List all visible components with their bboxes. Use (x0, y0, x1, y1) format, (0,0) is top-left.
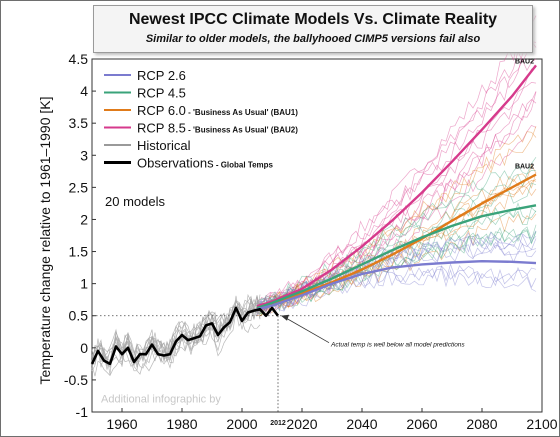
legend-label: RCP 8.5 - 'Business As Usual' (BAU2) (137, 121, 298, 136)
model-run-line (256, 40, 537, 311)
annotation-arrowhead (281, 314, 289, 321)
model-count-label: 20 models (105, 194, 165, 209)
title-box: Newest IPCC Climate Models Vs. Climate R… (93, 5, 533, 53)
historical-run-line (91, 294, 261, 367)
model-run-line (256, 67, 537, 311)
y-tick-label: 2 (80, 211, 88, 227)
series-layer (90, 64, 537, 366)
y-tick-label: 3 (80, 147, 88, 163)
model-run-line (256, 125, 537, 312)
y-tick-label: -0.5 (64, 372, 88, 388)
legend-label: RCP 4.5 (137, 86, 186, 101)
y-tick-label: 3.5 (69, 115, 89, 131)
legend-label: Historical (137, 138, 191, 153)
annotation-arrow (281, 315, 330, 344)
model-run-line (256, 178, 537, 309)
y-tick-label: -1 (76, 404, 89, 420)
series-line-observations (90, 306, 280, 366)
legend-label: RCP 6.0 - 'Business As Usual' (BAU1) (137, 103, 298, 118)
y-tick-label: 0 (80, 340, 88, 356)
y-tick-label: 0.5 (69, 308, 89, 324)
series-line-rcp-6-0 (256, 173, 537, 310)
annotation-2012-label: 2012 (270, 420, 286, 427)
model-run-line (256, 164, 537, 316)
watermark-text: Additional infographic by (101, 393, 221, 405)
x-tick-label: 2040 (346, 416, 377, 432)
model-run-line (256, 41, 537, 306)
series-line-rcp-4-5 (256, 204, 537, 310)
legend-label: RCP 2.6 (137, 68, 186, 83)
x-tick-label: 1980 (166, 416, 197, 432)
annotation-bau2-top: BAU2 (515, 58, 534, 65)
historical-run-line (91, 303, 261, 372)
model-run-line (256, 58, 537, 313)
chart-title: Newest IPCC Climate Models Vs. Climate R… (128, 11, 498, 28)
y-tick-label: 4 (80, 83, 88, 99)
model-run-line (256, 268, 537, 316)
model-run-line (256, 202, 537, 312)
x-tick-label: 2060 (406, 416, 437, 432)
y-tick-label: 1 (80, 276, 88, 292)
x-tick-label: 2000 (226, 416, 257, 432)
chart-subtitle: Similar to older models, the ballyhooed … (145, 33, 481, 45)
x-tick-label: 2080 (466, 416, 497, 432)
axes-layer: 1960 1980 2000 2020 2040 2060 2080 2100 -1 -0.5 0 0… (37, 51, 558, 432)
legend: RCP 2.6 RCP 4.5 RCP 6.0 - 'Business As Usu… (104, 68, 298, 209)
x-tick-label: 2100 (526, 416, 557, 432)
model-run-line (256, 15, 537, 308)
annotations: BAU2 BAU2 Actual temp is well below all mo… (101, 58, 534, 427)
model-run-line (256, 156, 537, 313)
x-tick-label: 2020 (286, 416, 317, 432)
model-run-line (256, 230, 537, 312)
y-tick-label: 1.5 (69, 244, 89, 260)
annotation-actual-temp: Actual temp is well below all model pred… (330, 342, 465, 349)
y-axis-label: Temperature change relative to 1961–1990… (37, 97, 53, 385)
x-tick-label: 1960 (106, 416, 137, 432)
historical-run-line (91, 310, 261, 377)
series-line-rcp-2-6 (256, 260, 537, 311)
y-tick-label: 2.5 (69, 179, 89, 195)
model-run-line (256, 236, 537, 315)
model-run-line (256, 230, 537, 303)
series-line-rcp-8-5 (256, 64, 537, 308)
model-run-line (256, 170, 537, 316)
annotation-bau2-mid: BAU2 (515, 164, 534, 171)
y-tick-label: 4.5 (69, 51, 89, 67)
legend-label: Observations - Global Temps (137, 156, 274, 171)
